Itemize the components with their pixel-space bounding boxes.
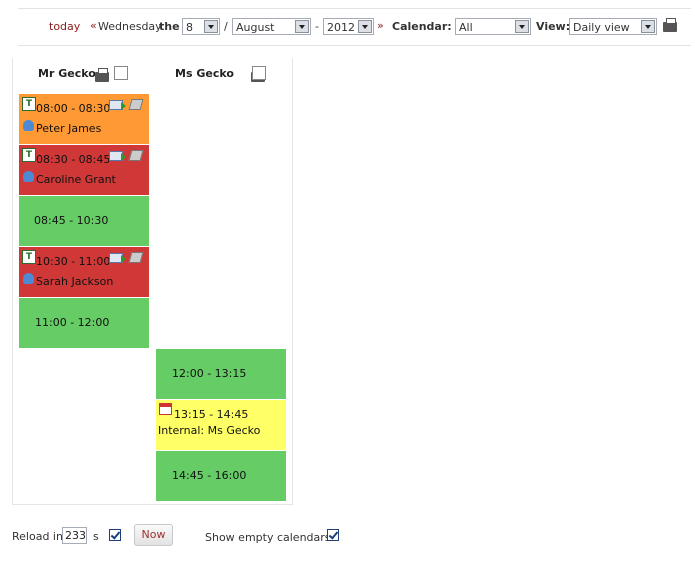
calendar-select-value: All [459,21,473,34]
patient-icon [23,273,34,284]
free-slot[interactable]: 14:45 - 16:00 [156,451,286,501]
view-label: View: [536,20,571,33]
document-icon[interactable] [114,66,128,80]
slot-time: 08:00 - 08:30 [36,102,111,115]
year-select[interactable]: 2012 [323,18,374,35]
reload-now-button-label: Now [141,528,166,541]
patient-icon [23,171,34,182]
next-day-arrow[interactable]: » [377,19,384,32]
slot-time: 08:30 - 08:45 [36,153,111,166]
send-email-icon[interactable] [109,151,126,161]
reload-seconds-input[interactable]: 233 [62,527,87,544]
column-header-label: Ms Gecko [175,67,234,80]
appointment-slot[interactable]: T 10:30 - 11:00 Sarah Jackson [19,247,149,297]
show-empty-calendars-checkbox[interactable] [327,529,339,541]
today-link[interactable]: today [49,20,81,33]
slot-time: 10:30 - 11:00 [36,255,111,268]
patient-icon [23,120,34,131]
auto-reload-checkbox[interactable] [109,529,121,541]
slot-time: 11:00 - 12:00 [35,316,110,329]
slot-time: 14:45 - 16:00 [172,469,247,482]
slot-time: 08:45 - 10:30 [34,214,109,227]
view-select-value: Daily view [573,21,630,34]
chevron-down-icon [204,20,218,33]
month-select-value: August [236,21,275,34]
calendar-icon [159,403,172,415]
date-separator-slash: / [224,20,228,33]
column-header-ms-gecko: Ms Gecko [175,67,234,80]
reload-seconds-value: 233 [65,529,86,542]
chevron-down-icon [515,20,529,33]
weekday-label: Wednesday [98,20,162,33]
the-label: the [159,20,180,33]
day-select[interactable]: 8 [182,18,220,35]
date-navigation-bar: today « Wednesday the 8 / August - 2012 … [18,8,691,46]
print-icon[interactable] [663,18,677,32]
payment-icon[interactable] [128,252,144,263]
internal-note: Internal: Ms Gecko [158,424,261,437]
free-slot[interactable]: 08:45 - 10:30 [19,196,149,246]
payment-icon[interactable] [128,99,144,110]
month-select[interactable]: August [232,18,311,35]
patient-name[interactable]: Caroline Grant [36,173,116,186]
patient-name[interactable]: Peter James [36,122,102,135]
calendar-label: Calendar: [392,20,452,33]
appointment-type-icon: T [22,250,36,264]
column-header-mr-gecko: Mr Gecko [38,67,96,80]
seconds-unit-label: s [93,530,99,543]
slot-time: 13:15 - 14:45 [174,408,249,421]
send-email-icon[interactable] [109,100,126,110]
show-empty-calendars-label: Show empty calendars? [205,531,337,544]
appointment-slot[interactable]: T 08:30 - 08:45 Caroline Grant [19,145,149,195]
chevron-down-icon [641,20,655,33]
chevron-down-icon [295,20,309,33]
document-icon[interactable] [252,66,266,80]
free-slot[interactable]: 11:00 - 12:00 [19,298,149,348]
view-select[interactable]: Daily view [569,18,657,35]
reload-label: Reload in [12,530,63,543]
free-slot[interactable]: 12:00 - 13:15 [156,349,286,399]
internal-slot[interactable]: 13:15 - 14:45 Internal: Ms Gecko [156,400,286,450]
calendar-select[interactable]: All [455,18,531,35]
appointment-type-icon: T [22,148,36,162]
payment-icon[interactable] [128,150,144,161]
column-header-label: Mr Gecko [38,67,96,80]
year-select-value: 2012 [327,21,355,34]
patient-name[interactable]: Sarah Jackson [36,275,114,288]
appointment-type-icon: T [22,97,36,111]
previous-day-arrow[interactable]: « [90,19,97,32]
reload-now-button[interactable]: Now [134,524,173,546]
print-icon[interactable] [95,67,109,82]
send-email-icon[interactable] [109,253,126,263]
slot-time: 12:00 - 13:15 [172,367,247,380]
chevron-down-icon [358,20,372,33]
day-select-value: 8 [186,21,193,34]
appointment-slot[interactable]: T 08:00 - 08:30 Peter James [19,94,149,144]
date-separator-dash: - [315,20,319,33]
